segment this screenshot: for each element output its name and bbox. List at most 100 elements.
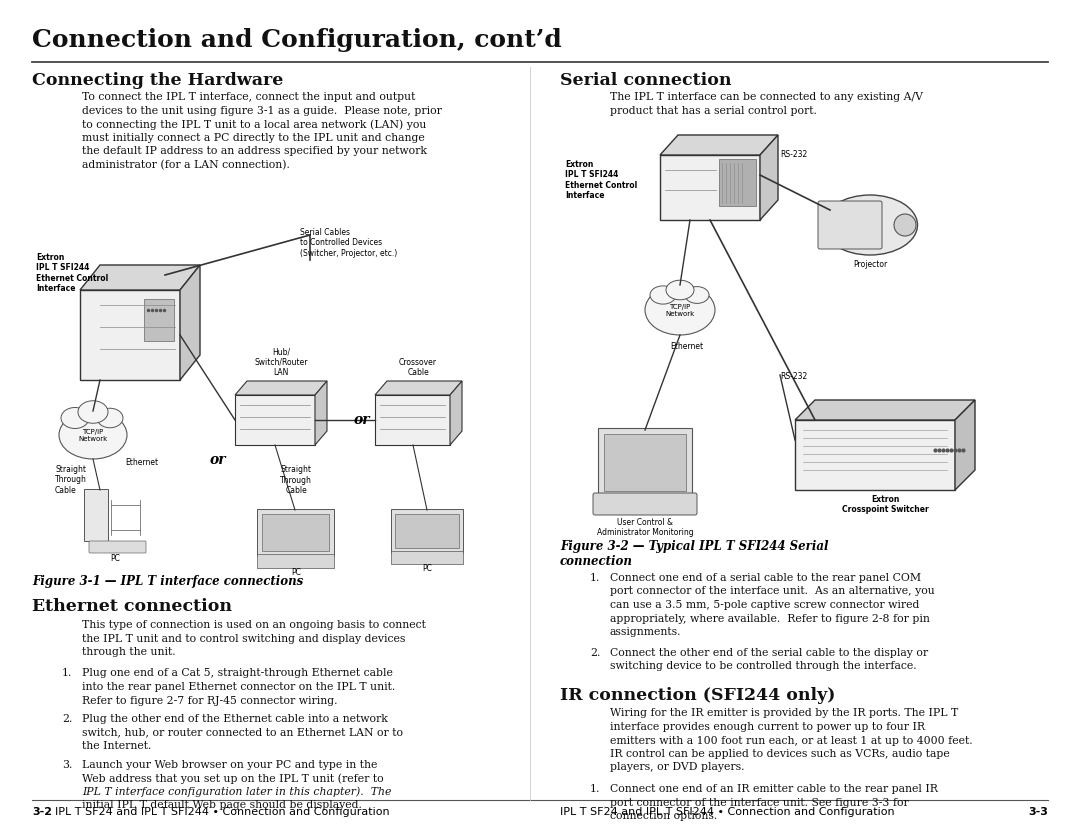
Text: can use a 3.5 mm, 5-pole captive screw connector wired: can use a 3.5 mm, 5-pole captive screw c… (610, 600, 919, 610)
Text: User Control &
Administrator Monitoring: User Control & Administrator Monitoring (596, 518, 693, 537)
Text: interface provides enough current to power up to four IR: interface provides enough current to pow… (610, 722, 924, 732)
Text: IPL T SF24 and IPL T SFI244 • Connection and Configuration: IPL T SF24 and IPL T SFI244 • Connection… (55, 807, 390, 817)
Text: 3-3: 3-3 (1028, 807, 1048, 817)
Polygon shape (795, 400, 975, 420)
FancyBboxPatch shape (84, 489, 108, 541)
Polygon shape (80, 265, 200, 290)
Polygon shape (235, 395, 315, 445)
Polygon shape (235, 381, 327, 395)
Ellipse shape (650, 286, 676, 304)
FancyBboxPatch shape (818, 201, 882, 249)
Polygon shape (375, 395, 450, 445)
Polygon shape (760, 135, 778, 220)
Text: initial IPL T default Web page should be displayed.: initial IPL T default Web page should be… (82, 800, 362, 810)
Text: players, or DVD players.: players, or DVD players. (610, 762, 744, 772)
FancyBboxPatch shape (391, 509, 463, 553)
Text: PC: PC (110, 554, 120, 563)
Ellipse shape (60, 408, 89, 429)
Text: the IPL T unit and to control switching and display devices: the IPL T unit and to control switching … (82, 634, 405, 644)
Text: switch, hub, or router connected to an Ethernet LAN or to: switch, hub, or router connected to an E… (82, 727, 403, 737)
Polygon shape (180, 265, 200, 380)
Text: Ethernet connection: Ethernet connection (32, 598, 232, 615)
Text: switching device to be controlled through the interface.: switching device to be controlled throug… (610, 661, 917, 671)
Text: Ethernet: Ethernet (125, 458, 158, 466)
FancyBboxPatch shape (257, 509, 334, 556)
Ellipse shape (823, 195, 918, 255)
FancyBboxPatch shape (598, 428, 692, 497)
Text: Connect the other end of the serial cable to the display or: Connect the other end of the serial cabl… (610, 647, 928, 657)
Text: The IPL T interface can be connected to any existing A/V: The IPL T interface can be connected to … (610, 92, 923, 102)
Text: the default IP address to an address specified by your network: the default IP address to an address spe… (82, 146, 427, 156)
Text: RS-232: RS-232 (780, 372, 807, 381)
Text: Refer to figure 2-7 for RJ-45 connector wiring.: Refer to figure 2-7 for RJ-45 connector … (82, 696, 337, 706)
Text: Connect one end of a serial cable to the rear panel COM: Connect one end of a serial cable to the… (610, 573, 921, 583)
Text: To connect the IPL T interface, connect the input and output: To connect the IPL T interface, connect … (82, 92, 416, 102)
Text: Launch your Web browser on your PC and type in the: Launch your Web browser on your PC and t… (82, 760, 377, 770)
Text: Connect one end of an IR emitter cable to the rear panel IR: Connect one end of an IR emitter cable t… (610, 784, 937, 794)
Text: through the unit.: through the unit. (82, 647, 176, 657)
Polygon shape (375, 381, 462, 395)
Ellipse shape (78, 401, 108, 423)
Text: Serial connection: Serial connection (561, 72, 731, 89)
Text: Projector: Projector (853, 260, 887, 269)
Text: Figure 3-1 — IPL T interface connections: Figure 3-1 — IPL T interface connections (32, 575, 303, 588)
Text: 1.: 1. (62, 669, 72, 679)
Text: into the rear panel Ethernet connector on the IPL T unit.: into the rear panel Ethernet connector o… (82, 682, 395, 692)
Text: PC: PC (422, 564, 432, 573)
Ellipse shape (645, 285, 715, 335)
FancyBboxPatch shape (395, 514, 459, 548)
Text: emitters with a 100 foot run each, or at least 1 at up to 4000 feet.: emitters with a 100 foot run each, or at… (610, 736, 973, 746)
Polygon shape (450, 381, 462, 445)
Text: TCP/IP
Network: TCP/IP Network (79, 429, 108, 441)
Text: Figure 3-2 — Typical IPL T SFI244 Serial
connection: Figure 3-2 — Typical IPL T SFI244 Serial… (561, 540, 828, 568)
Text: TCP/IP
Network: TCP/IP Network (665, 304, 694, 316)
Text: port connector of the interface unit. See figure 3-3 for: port connector of the interface unit. Se… (610, 797, 908, 807)
FancyBboxPatch shape (604, 434, 686, 491)
Ellipse shape (666, 280, 694, 299)
Text: Extron
IPL T SFI244
Ethernet Control
Interface: Extron IPL T SFI244 Ethernet Control Int… (565, 160, 637, 200)
FancyBboxPatch shape (593, 493, 697, 515)
Text: IR connection (SFI244 only): IR connection (SFI244 only) (561, 686, 835, 704)
Text: IPL T SF24 and IPL T SFI244 • Connection and Configuration: IPL T SF24 and IPL T SFI244 • Connection… (561, 807, 894, 817)
Text: port connector of the interface unit.  As an alternative, you: port connector of the interface unit. As… (610, 586, 935, 596)
Text: 2.: 2. (590, 647, 600, 657)
Text: Connection and Configuration, cont’d: Connection and Configuration, cont’d (32, 28, 562, 52)
Polygon shape (80, 290, 180, 380)
FancyBboxPatch shape (719, 159, 756, 206)
Text: Wiring for the IR emitter is provided by the IR ports. The IPL T: Wiring for the IR emitter is provided by… (610, 709, 958, 719)
Ellipse shape (685, 287, 708, 304)
Polygon shape (660, 155, 760, 220)
Text: Straight
Through
Cable: Straight Through Cable (55, 465, 86, 495)
Text: 1.: 1. (590, 573, 600, 583)
Text: assignments.: assignments. (610, 627, 681, 637)
Text: 3-2: 3-2 (32, 807, 52, 817)
Ellipse shape (894, 214, 916, 236)
Ellipse shape (97, 409, 123, 428)
Text: administrator (for a LAN connection).: administrator (for a LAN connection). (82, 159, 289, 170)
FancyBboxPatch shape (144, 299, 174, 341)
Polygon shape (795, 420, 955, 490)
Polygon shape (660, 135, 778, 155)
Text: Plug one end of a Cat 5, straight-through Ethernet cable: Plug one end of a Cat 5, straight-throug… (82, 669, 393, 679)
Text: Plug the other end of the Ethernet cable into a network: Plug the other end of the Ethernet cable… (82, 714, 388, 724)
Text: PC: PC (292, 568, 301, 577)
Text: Web address that you set up on the IPL T unit (refer to: Web address that you set up on the IPL T… (82, 773, 383, 784)
Text: This type of connection is used on an ongoing basis to connect: This type of connection is used on an on… (82, 620, 426, 630)
Polygon shape (315, 381, 327, 445)
Text: or: or (354, 413, 370, 427)
Text: connection options.: connection options. (610, 811, 717, 821)
Text: 1.: 1. (590, 784, 600, 794)
FancyBboxPatch shape (391, 551, 463, 564)
Text: devices to the unit using figure 3-1 as a guide.  Please note, prior: devices to the unit using figure 3-1 as … (82, 105, 442, 115)
Text: Extron
Crosspoint Switcher: Extron Crosspoint Switcher (841, 495, 929, 515)
FancyBboxPatch shape (89, 541, 146, 553)
Text: Crossover
Cable: Crossover Cable (399, 358, 437, 377)
Text: the Internet.: the Internet. (82, 741, 151, 751)
Text: IR control can be applied to devices such as VCRs, audio tape: IR control can be applied to devices suc… (610, 749, 949, 759)
Text: IPL T interface configuration later in this chapter).  The: IPL T interface configuration later in t… (82, 786, 391, 797)
Text: Ethernet: Ethernet (670, 342, 703, 351)
Text: 2.: 2. (62, 714, 72, 724)
Text: RS-232: RS-232 (780, 150, 807, 159)
Text: to connecting the IPL T unit to a local area network (LAN) you: to connecting the IPL T unit to a local … (82, 119, 427, 129)
Text: Connecting the Hardware: Connecting the Hardware (32, 72, 283, 89)
